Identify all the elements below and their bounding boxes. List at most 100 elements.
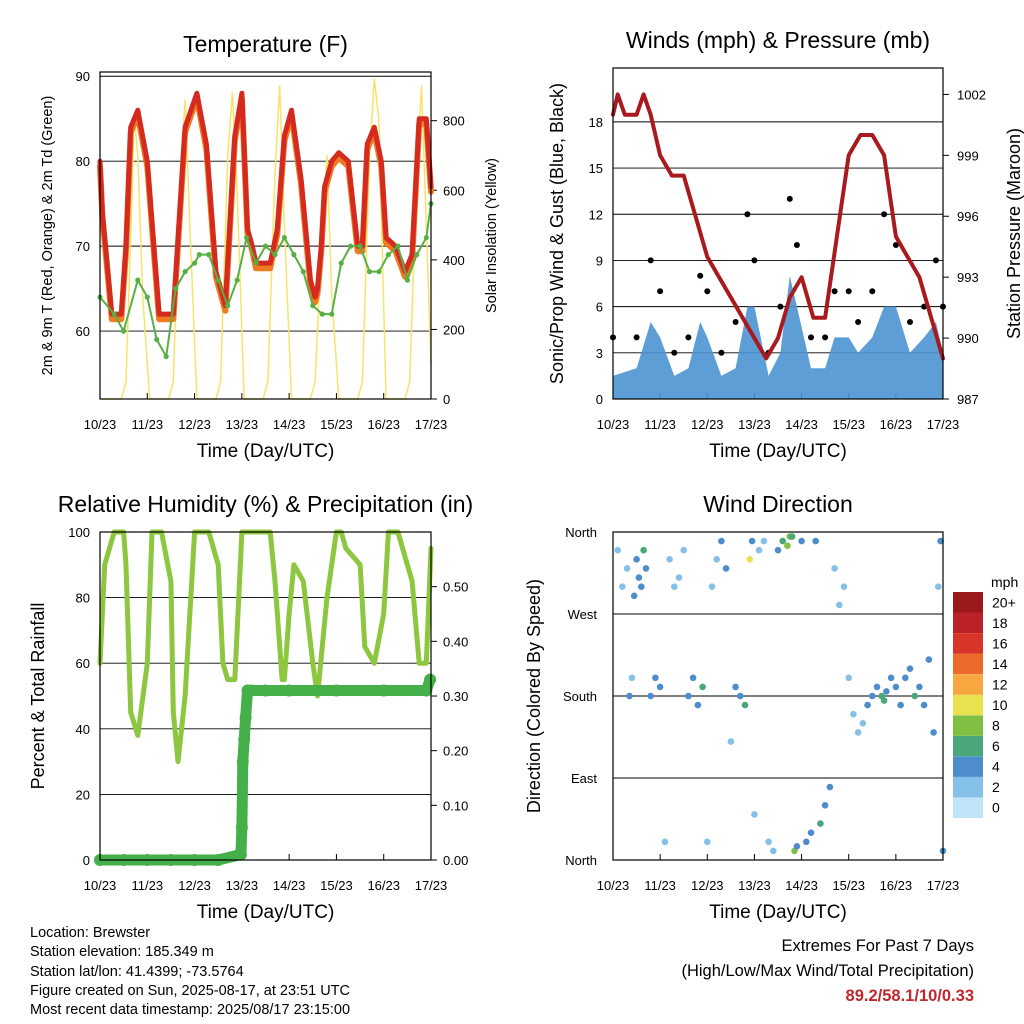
series-gust-point — [751, 257, 758, 264]
y-axis-label-3: Direction (Colored By Speed) — [524, 579, 544, 813]
direction-point — [826, 783, 834, 791]
direction-point — [656, 683, 664, 691]
x-tick-label: 11/23 — [131, 878, 163, 893]
direction-point — [713, 556, 720, 563]
y-axis-label-right-1: Station Pressure (Maroon) — [1004, 128, 1024, 339]
series-wind-area — [613, 275, 943, 399]
series-gust-point — [808, 334, 814, 341]
legend-swatch — [953, 776, 983, 798]
direction-point — [704, 838, 711, 846]
direction-point — [630, 592, 638, 600]
legend-label: 12 — [992, 677, 1008, 693]
extremes-title: Extremes For Past 7 Days — [781, 937, 974, 955]
series-gust-point — [831, 288, 838, 295]
series-precipitation-point — [330, 684, 343, 697]
direction-point — [765, 838, 772, 846]
direction-point — [887, 674, 895, 682]
chart-title-1: Winds (mph) & Pressure (mb) — [626, 27, 930, 53]
legend-label: 20+ — [992, 594, 1016, 610]
chart-title-0: Temperature (F) — [183, 31, 348, 57]
y-tick-label-right: 990 — [957, 331, 979, 346]
series-precipitation-point — [238, 733, 251, 746]
x-tick-label: 14/23 — [273, 417, 306, 432]
series-station-pressure — [611, 92, 945, 361]
series-gust-point — [685, 334, 692, 341]
y-tick-label-right: 993 — [957, 270, 979, 285]
legend-swatch — [953, 694, 983, 716]
x-tick-label: 12/23 — [691, 417, 724, 432]
x-tick-label: 10/23 — [84, 417, 117, 432]
direction-point — [708, 583, 716, 590]
direction-point — [798, 537, 805, 545]
series-gust-point — [718, 349, 725, 356]
y-tick-label-right: 0.50 — [443, 580, 468, 595]
y-tick-label: East — [571, 771, 597, 786]
series-precipitation-point — [239, 711, 252, 724]
direction-point — [831, 565, 838, 572]
series-gust-point — [869, 288, 876, 295]
y-tick-label-right: 996 — [957, 209, 979, 224]
direction-point — [640, 546, 647, 554]
direction-point — [779, 537, 786, 545]
direction-point — [635, 574, 643, 581]
x-tick-label: 17/23 — [415, 417, 448, 432]
extremes-values: 89.2/58.1/10/0.33 — [845, 987, 974, 1005]
y-tick-label: 9 — [596, 253, 603, 268]
y-tick-label: 0 — [596, 392, 603, 407]
series-gust-point — [932, 257, 939, 264]
series-relative-humidity — [97, 529, 434, 765]
legend-label: 6 — [992, 738, 1000, 754]
x-tick-label: 17/23 — [415, 878, 448, 893]
direction-point — [647, 692, 654, 700]
extremes-subtitle: (High/Low/Max Wind/Total Precipitation) — [681, 962, 974, 980]
series-precipitation-point — [235, 821, 248, 834]
extremes-box: Extremes For Past 7 Days (High/Low/Max W… — [681, 934, 974, 1009]
direction-point — [840, 583, 848, 590]
y-tick-label-right: 0 — [443, 392, 450, 407]
y-tick-label-right: 999 — [957, 148, 979, 163]
legend-label: 8 — [992, 718, 1000, 734]
y-tick-label-right: 987 — [957, 392, 979, 407]
direction-point — [916, 683, 923, 691]
x-axis-label-2: Time (Day/UTC) — [197, 902, 335, 923]
y-tick-label: 80 — [76, 591, 90, 606]
legend-swatch — [953, 735, 983, 757]
direction-point — [869, 692, 876, 700]
series-gust-point — [732, 319, 739, 325]
legend-label: 0 — [992, 800, 1000, 816]
legend-title: mph — [991, 574, 1018, 590]
direction-point — [883, 688, 890, 695]
winds-pressure-panel: Winds (mph) & Pressure (mb) Time (Day/UTC… — [547, 27, 1024, 462]
series-gust-point — [855, 319, 862, 325]
info-created: Figure created on Sun, 2025-08-17, at 23… — [30, 982, 350, 999]
direction-point — [642, 565, 650, 572]
legend-label: 4 — [992, 759, 1000, 775]
direction-point — [920, 701, 928, 709]
x-tick-label: 10/23 — [597, 417, 630, 432]
series-precipitation-point — [377, 684, 390, 697]
direction-point — [864, 701, 871, 709]
series-gust-point — [777, 303, 784, 310]
series-gust-point — [845, 288, 852, 295]
direction-point — [699, 683, 706, 691]
y-tick-label: 90 — [76, 69, 90, 84]
x-tick-label: 11/23 — [644, 878, 676, 893]
direction-point — [746, 556, 753, 563]
x-tick-label: 17/23 — [927, 878, 960, 893]
plot-border — [612, 531, 944, 861]
direction-point — [755, 546, 763, 554]
direction-point — [732, 683, 739, 691]
y-tick-label-right: 0.30 — [443, 689, 468, 704]
series-gust-point — [892, 242, 899, 248]
series-precipitation-point — [424, 673, 437, 686]
y-tick-label-right: 600 — [443, 183, 465, 198]
x-tick-label: 16/23 — [880, 878, 913, 893]
y-tick-label: 40 — [76, 722, 90, 737]
x-tick-label: 11/23 — [131, 417, 163, 432]
x-tick-label: 12/23 — [178, 417, 211, 432]
direction-point — [694, 701, 702, 709]
info-recent: Most recent data timestamp: 2025/08/17 2… — [30, 1002, 351, 1019]
y-tick-label: West — [568, 607, 598, 622]
direction-point — [793, 843, 801, 850]
